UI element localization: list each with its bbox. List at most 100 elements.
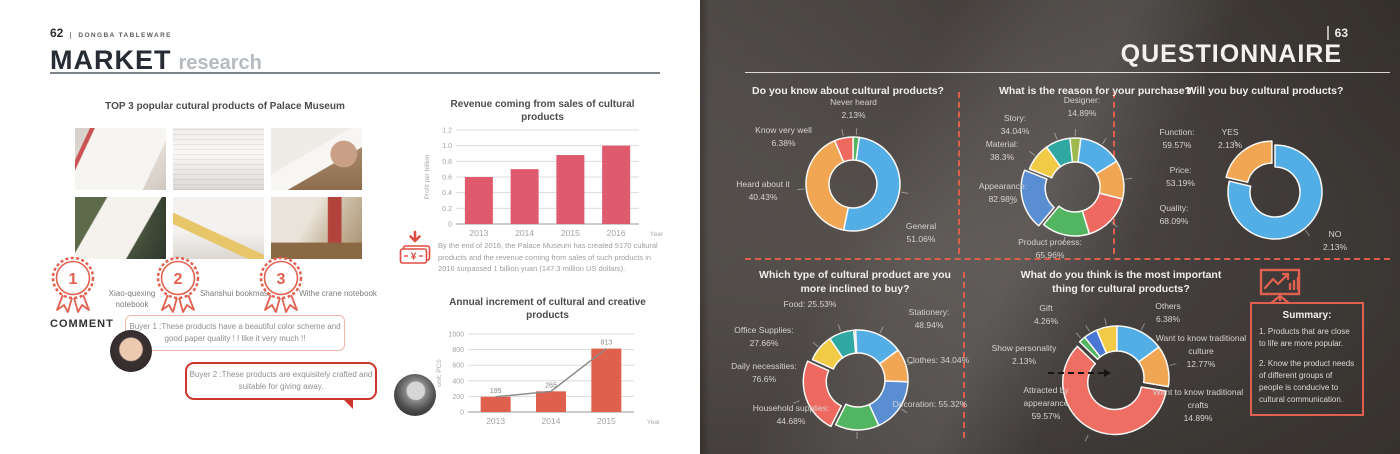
- chart-segment-label: Heard about it 40.43%: [736, 179, 790, 202]
- revenue-bar-chart: 0 0.2 0.4 0.6 0.8 1.0 1.2 2013 2014 2015 2016 Profi…: [420, 124, 665, 244]
- chart-segment-label: Stationery: 48.94%: [908, 307, 950, 330]
- product-rank-2-label: Shanshui bookmask: [199, 289, 273, 298]
- rank-2-ribbon-icon: 2: [156, 256, 200, 313]
- chart-segment-label: Know very well 6.38%: [755, 125, 812, 148]
- donut-type-plot: Stationery: 48.94% Clothes: 34.04% Decorati…: [730, 268, 980, 453]
- donut-reason-title: What is the reason for your purchase?: [999, 85, 1191, 97]
- donut-know-plot: Never heard 2.13% General 51.06% Heard about…: [728, 84, 968, 259]
- svg-text:2: 2: [174, 271, 183, 288]
- summary-item-2: 2. Know the product needs of different g…: [1259, 359, 1355, 404]
- chart-segment-label: Decoration: 55.32%: [892, 399, 968, 409]
- svg-text:200: 200: [452, 394, 464, 401]
- svg-text:2013: 2013: [486, 416, 505, 426]
- svg-text:3: 3: [277, 271, 286, 288]
- donut-willbuy-title: Will you buy cultural products?: [1186, 85, 1344, 97]
- svg-text:1.0: 1.0: [442, 143, 452, 150]
- donut-know-title: Do you know about cultural products?: [752, 85, 944, 97]
- svg-text:0.4: 0.4: [442, 190, 452, 197]
- header-rule-right: [745, 72, 1390, 73]
- summary-item-1: 1. Products that are close to life are m…: [1259, 327, 1350, 348]
- product-photo-5: [173, 197, 264, 259]
- header-rule: [50, 72, 660, 74]
- buyer2-avatar: [394, 374, 436, 416]
- chart-segment-label: Household supplies: 44.68%: [752, 403, 830, 426]
- top3-products-title: TOP 3 popular cutural products of Palace…: [105, 101, 345, 112]
- svg-text:400: 400: [452, 378, 464, 385]
- chart-segment-label: YES 2.13%: [1217, 127, 1243, 150]
- svg-text:2013: 2013: [469, 228, 488, 238]
- dashed-divider-vertical-3: [963, 272, 965, 438]
- svg-text:Profit per billion: Profit per billion: [424, 154, 431, 199]
- svg-text:0.8: 0.8: [442, 159, 452, 166]
- chart-segment-label: Others 6.38%: [1155, 301, 1181, 324]
- chart-segment-label: General 51.06%: [905, 221, 937, 244]
- revenue-chart-title: Revenue coming from sales of cultural pr…: [450, 99, 635, 123]
- svg-text:0.6: 0.6: [442, 175, 452, 182]
- chart-segment-label: Office Supplies: 27.66%: [734, 325, 794, 348]
- page-spine-shadow: [700, 0, 710, 454]
- donut-willbuy-plot: NO 2.13% YES 2.13%: [1140, 84, 1390, 259]
- svg-text:1000: 1000: [448, 332, 464, 339]
- product-photo-2: [173, 128, 264, 190]
- donut-important-plot: Show personality 2.13% Gift 4.26% Others 6.38…: [992, 268, 1250, 453]
- donut-important-title: What do you think is the most important …: [1020, 269, 1222, 296]
- product-photo-6: [271, 197, 362, 259]
- summary-heading: Summary:: [1282, 310, 1332, 321]
- page-right-questionnaire: 63 QUESTIONNAIRE Do you know about cultu…: [700, 0, 1400, 454]
- dashed-pointer-arrow: [1048, 369, 1111, 377]
- chart-segment-label: Function: 59.57%: [1159, 127, 1195, 150]
- svg-text:2014: 2014: [542, 416, 561, 426]
- chart-segment-label: Never heard 2.13%: [830, 97, 877, 120]
- chart-easel-icon: [1259, 268, 1301, 304]
- product-photo-1: [75, 128, 166, 190]
- page-title-market-research: MARKET research: [50, 40, 262, 77]
- page-meta: 62 DONGBA TABLEWARE: [50, 26, 172, 40]
- svg-text:Year: Year: [650, 231, 664, 238]
- svg-text:Year: Year: [647, 419, 661, 426]
- product-photo-grid: [75, 128, 362, 259]
- svg-text:0: 0: [448, 222, 452, 229]
- rank-3-ribbon-icon: 3: [259, 256, 303, 313]
- product-rank-1-label: Xiao-quexing notebook: [108, 289, 156, 310]
- svg-text:600: 600: [452, 363, 464, 370]
- chart-segment-label: Want to know traditional culture 12.77%: [1155, 333, 1247, 369]
- product-photo-3: [271, 128, 362, 190]
- donut-reason-plot: Designer: 14.89% Function: 59.57% Price: 53.1…: [970, 84, 1220, 274]
- chart-segment-label: NO 2.13%: [1322, 229, 1348, 252]
- page-number-right: 63: [1326, 26, 1348, 40]
- svg-text:2014: 2014: [515, 228, 534, 238]
- buyer1-comment-bubble: Buyer 1 :These products have a beautiful…: [125, 315, 345, 359]
- dashed-divider-horizontal: [745, 258, 1390, 260]
- page-number-left: 62: [50, 26, 64, 40]
- annual-bar-chart: 0 200 400 600 800 1000 2013 195 2014 265 2015 813 un…: [432, 322, 662, 432]
- svg-text:0.2: 0.2: [442, 206, 452, 213]
- donut-chart-type: Which type of cultural product are you m…: [730, 268, 980, 453]
- page-title-questionnaire: QUESTIONNAIRE: [1120, 40, 1342, 68]
- buyer1-avatar: [110, 330, 152, 372]
- title-research: research: [178, 52, 262, 74]
- chart-segment-label: Gift 4.26%: [1033, 303, 1059, 326]
- chart-segment-label: Attracted by appearance 59.57%: [1023, 385, 1069, 421]
- product-rank-3-label: Withe crane notebook: [299, 289, 377, 298]
- revenue-caption: By the end of 2016, the Palace Museum ha…: [438, 241, 658, 274]
- svg-text:265: 265: [545, 382, 557, 389]
- buyer2-comment-bubble: Buyer 2 :These products are exquisitely …: [185, 362, 377, 409]
- donut-chart-know: Do you know about cultural products? Nev…: [728, 84, 968, 259]
- svg-text:2015: 2015: [597, 416, 616, 426]
- title-market: MARKET: [50, 45, 172, 75]
- donut-type-title: Which type of cultural product are you m…: [759, 269, 951, 296]
- svg-text:0: 0: [460, 410, 464, 417]
- buyer2-comment-text: Buyer 2 :These products are exquisitely …: [189, 370, 373, 391]
- money-banknote-icon: ¥: [399, 230, 431, 264]
- donut-chart-important: What do you think is the most important …: [992, 268, 1250, 453]
- buyer1-comment-text: Buyer 1 :These products have a beautiful…: [129, 322, 341, 343]
- svg-text:800: 800: [452, 347, 464, 354]
- donut-chart-reason: What is the reason for your purchase? De…: [970, 84, 1220, 274]
- chart-segment-label: Daily necessities: 76.6%: [731, 361, 797, 384]
- product-photo-4: [75, 197, 166, 259]
- rank-1-ribbon-icon: 1: [51, 256, 95, 313]
- chart-segment-label: Designer: 14.89%: [1063, 95, 1101, 118]
- svg-text:unit: PCS: unit: PCS: [436, 359, 443, 387]
- chart-segment-label: Quality: 68.09%: [1159, 203, 1189, 226]
